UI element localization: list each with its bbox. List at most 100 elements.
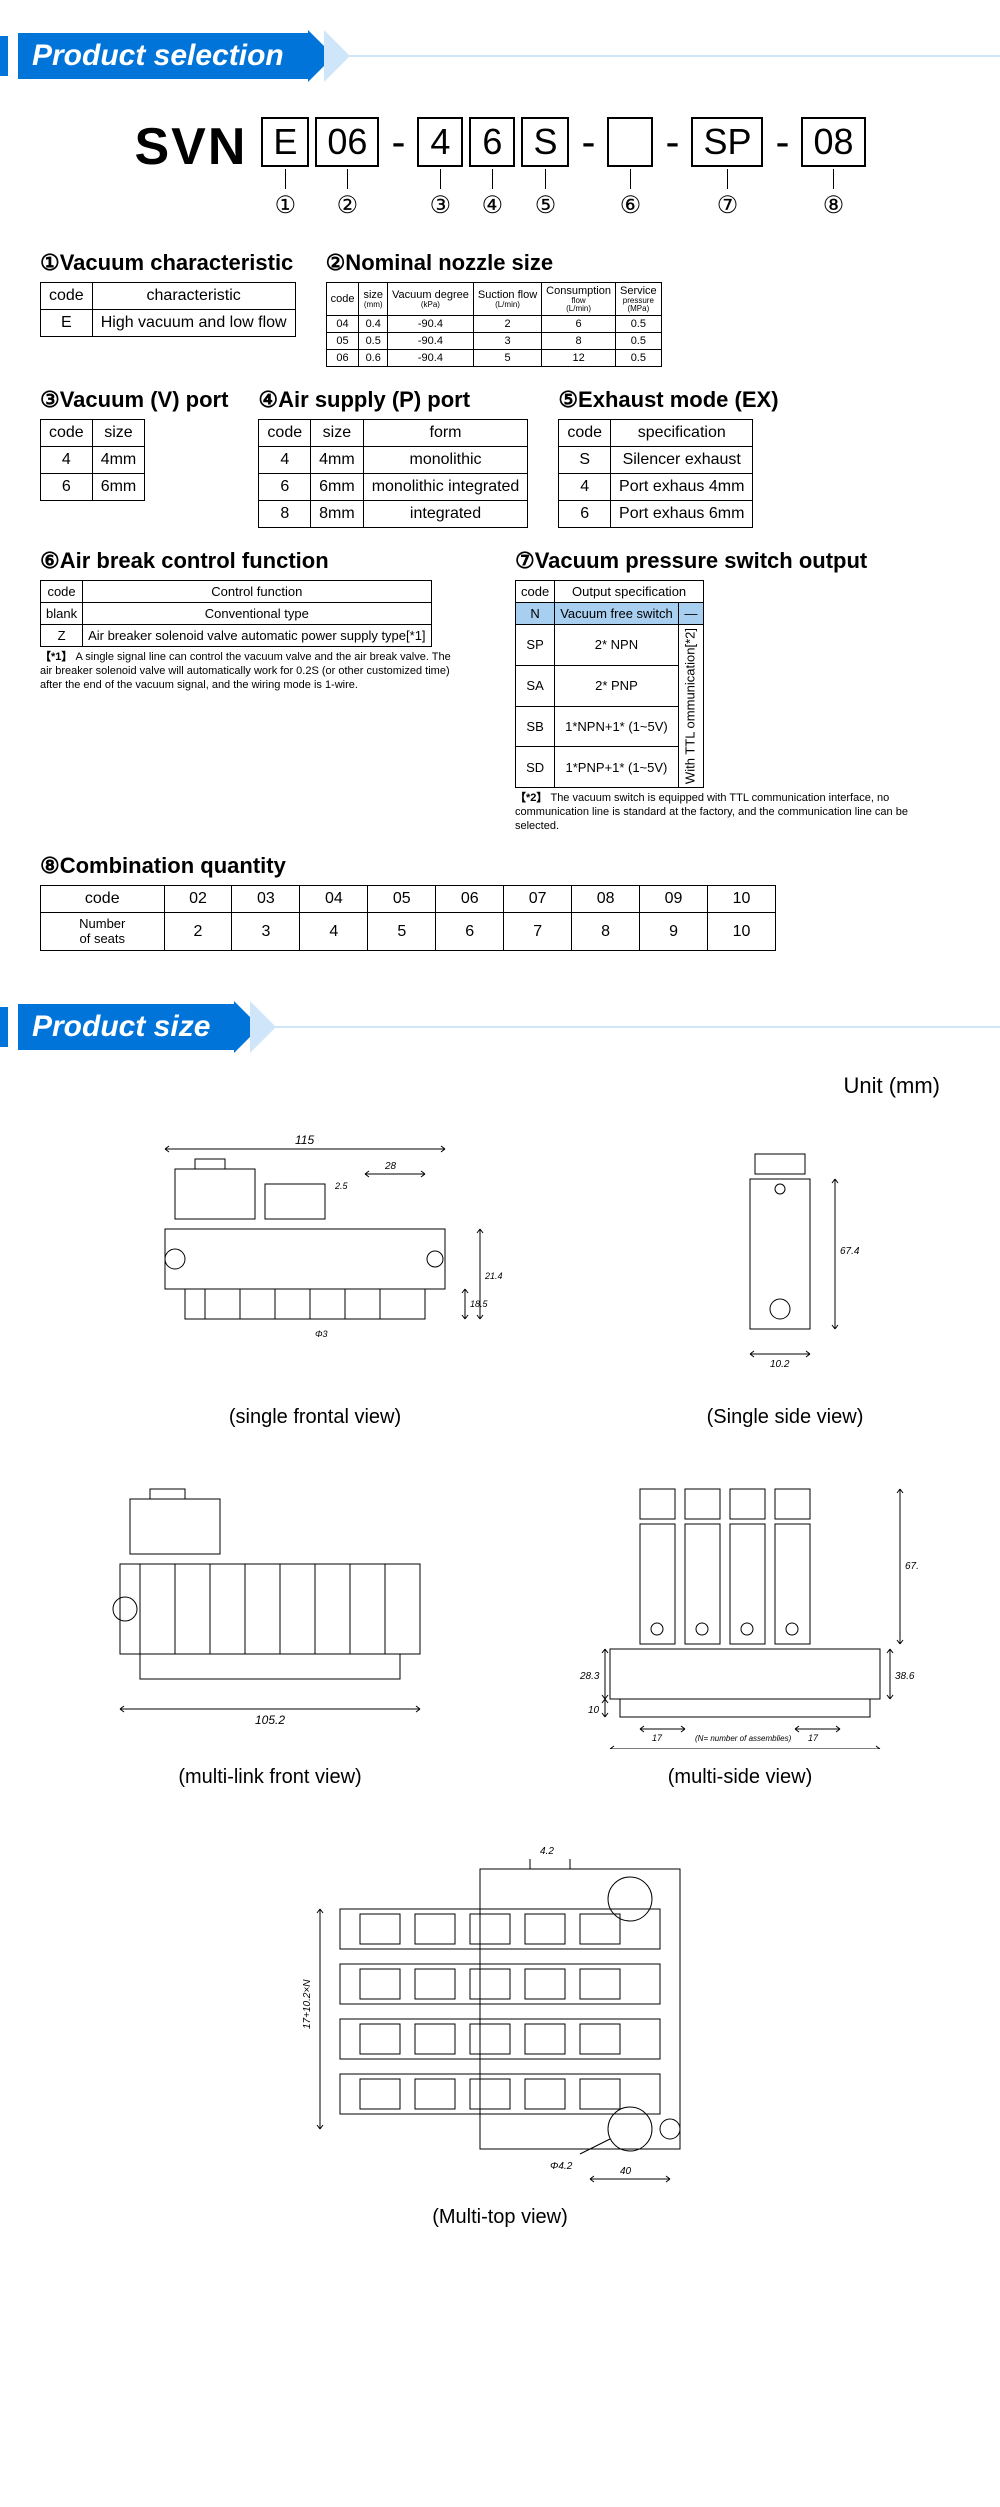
technical-drawing: 67.4 10.2 [695, 1129, 875, 1389]
header-bar-2 [0, 1007, 8, 1047]
svg-text:28.3: 28.3 [579, 1671, 600, 1682]
table-cell: SB [516, 706, 555, 747]
svg-text:28: 28 [384, 1161, 397, 1172]
table-cell: Z [41, 625, 83, 647]
pn-index-3 [430, 191, 452, 220]
table-cell-vertical: With TTL ommunication[*2] [678, 625, 703, 788]
pn-box-4: 6 [469, 117, 515, 167]
table-cell: Port exhaus 6mm [611, 501, 753, 528]
table-cell: Numberof seats [41, 913, 165, 951]
table-cell: 1*NPN+1* (1~5V) [555, 706, 678, 747]
svg-text:67.4: 67.4 [840, 1246, 860, 1257]
heading-7: ⑦Vacuum pressure switch output [515, 548, 960, 574]
block-2: ②Nominal nozzle size codesize(mm)Vacuum … [326, 250, 662, 367]
svg-text:10: 10 [588, 1705, 600, 1716]
svg-text:18.5: 18.5 [470, 1299, 489, 1309]
svg-text:67.7: 67.7 [905, 1561, 920, 1572]
table-cell: -90.4 [388, 350, 474, 367]
table-cell: 8 [572, 913, 640, 951]
section-title: Product selection [18, 33, 308, 79]
table-header: code [259, 420, 311, 447]
drawings-container: 115282.518.521.4Φ3(single frontal view)6… [0, 1099, 1000, 2299]
table-cell: 0.5 [616, 333, 662, 350]
table-cell: 12 [542, 350, 616, 367]
table-cell: 6 [559, 501, 611, 528]
drawing-caption: (Multi-top view) [280, 2206, 720, 2229]
table-header: code [41, 283, 93, 310]
svg-text:17: 17 [652, 1733, 663, 1743]
table-cell: 4 [300, 913, 368, 951]
section-header-selection: Product selection [0, 30, 1000, 82]
pn-box-6 [607, 117, 653, 167]
drawing-caption: (multi-link front view) [80, 1766, 460, 1789]
table-cell: High vacuum and low flow [92, 310, 295, 337]
technical-drawing: 105.2 [80, 1469, 460, 1749]
heading-5: ⑤Exhaust mode (EX) [558, 387, 778, 413]
drawing-caption: (multi-side view) [560, 1766, 920, 1789]
pn-prefix: SVN [134, 117, 247, 177]
table-cell: Conventional type [83, 603, 431, 625]
table-7: codeOutput specificationNVacuum free swi… [515, 580, 704, 788]
table-4: codesizeform44mmmonolithic66mmmonolithic… [258, 419, 528, 528]
table-header: specification [611, 420, 753, 447]
table-cell: Vacuum free switch [555, 603, 678, 625]
pn-dash: - [575, 117, 601, 167]
svg-text:21.4: 21.4 [484, 1271, 503, 1281]
table-cell: 3 [473, 333, 541, 350]
heading-3: ③Vacuum (V) port [40, 387, 228, 413]
table-cell: code [41, 886, 165, 913]
table-cell: 6mm [92, 474, 145, 501]
pn-box-1: E [261, 117, 309, 167]
pn-box-5: S [521, 117, 569, 167]
table-cell: 4 [559, 474, 611, 501]
table-cell: 6mm [311, 474, 364, 501]
section-header-size: Product size [0, 1001, 1000, 1053]
table-header: code [326, 283, 359, 316]
footnote-1-text: A single signal line can control the vac… [40, 651, 451, 691]
table-2: codesize(mm)Vacuum degree(kPa)Suction fl… [326, 282, 662, 367]
svg-text:105.2: 105.2 [255, 1713, 285, 1727]
drawing-3: 67.738.628.31017(N= number of assemblies… [560, 1469, 920, 1789]
svg-text:10.2: 10.2 [770, 1359, 790, 1370]
table-cell: blank [41, 603, 83, 625]
table-cell: 04 [326, 316, 359, 333]
table-header: Consumptionflow(L/min) [542, 283, 616, 316]
header-bar [0, 36, 8, 76]
table-cell: 6 [542, 316, 616, 333]
table-cell: 1*PNP+1* (1~5V) [555, 747, 678, 788]
table-cell: 10 [708, 913, 776, 951]
drawing-1: 67.410.2(Single side view) [695, 1129, 875, 1429]
table-cell: 8mm [311, 501, 364, 528]
table-cell: integrated [363, 501, 528, 528]
table-cell: 4 [41, 447, 93, 474]
tables-grid: ①Vacuum characteristic codecharacteristi… [0, 250, 1000, 951]
svg-text:Φ4.2: Φ4.2 [550, 2161, 573, 2172]
table-cell: Port exhaus 4mm [611, 474, 753, 501]
table-cell: 02 [164, 886, 232, 913]
pn-box-3: 4 [417, 117, 463, 167]
table-cell: 06 [436, 886, 504, 913]
block-1: ①Vacuum characteristic codecharacteristi… [40, 250, 296, 337]
svg-text:4.2: 4.2 [540, 1846, 554, 1857]
block-4: ④Air supply (P) port codesizeform44mmmon… [258, 387, 528, 528]
heading-2: ②Nominal nozzle size [326, 250, 662, 276]
table-cell: 7 [504, 913, 572, 951]
table-header: Vacuum degree(kPa) [388, 283, 474, 316]
table-header: form [363, 420, 528, 447]
table-cell: 05 [326, 333, 359, 350]
technical-drawing: 67.738.628.31017(N= number of assemblies… [560, 1469, 920, 1749]
table-header: size [311, 420, 364, 447]
table-cell: S [559, 447, 611, 474]
block-7: ⑦Vacuum pressure switch output codeOutpu… [515, 548, 960, 833]
table-cell: 5 [473, 350, 541, 367]
table-cell: 9 [640, 913, 708, 951]
table-header: code [41, 581, 83, 603]
table-cell: 6 [41, 474, 93, 501]
drawing-0: 115282.518.521.4Φ3(single frontal view) [125, 1129, 505, 1429]
table-cell: 4 [259, 447, 311, 474]
table-cell: N [516, 603, 555, 625]
table-cell: 0.5 [616, 316, 662, 333]
table-3: codesize44mm66mm [40, 419, 145, 501]
technical-drawing: 4.217+10.2×NΦ4.24045 [280, 1829, 720, 2189]
table-cell: 04 [300, 886, 368, 913]
